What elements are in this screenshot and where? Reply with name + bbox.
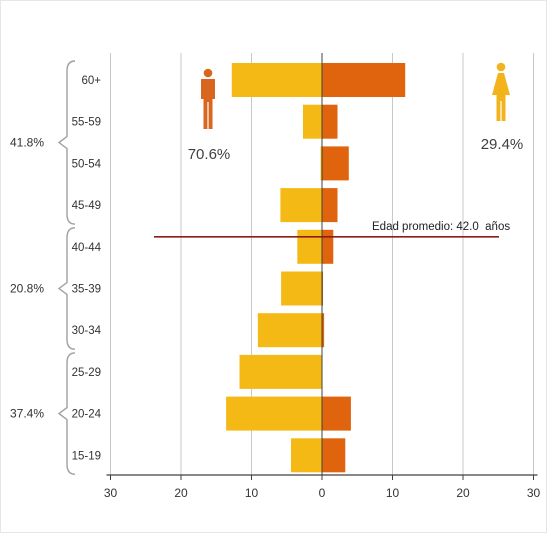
bar-right-50-54 [322,146,349,181]
group-label: 37.4% [10,407,44,421]
category-label: 50-54 [72,158,102,170]
bar-left-15-19 [290,438,322,473]
x-tick-label: 30 [104,486,118,500]
category-label: 25-29 [72,367,101,379]
bar-left-45-49 [280,188,322,223]
category-label: 45-49 [72,200,101,212]
bar-right-30-34 [322,313,325,348]
average-age-line-group: Edad promedio: 42.0 años [154,221,510,238]
category-label: 35-39 [72,284,101,296]
group-bracket [57,60,76,225]
bar-right-45-49 [322,188,338,223]
bar-right-55-59 [322,104,338,139]
bar-left-35-39 [281,271,322,306]
category-label: 40-44 [72,242,102,254]
male-percentage: 70.6% [188,146,231,163]
category-label: 20-24 [72,409,102,421]
x-tick-label: 30 [527,486,541,500]
bars [226,63,406,473]
x-tick-label: 0 [319,486,326,500]
female-icon [492,62,510,121]
legend: 70.6% 29.4% [188,62,524,163]
bar-right-15-19 [322,438,346,473]
bar-left-30-34 [257,313,322,348]
bar-left-55-59 [302,104,322,139]
x-tick-label: 20 [174,486,188,500]
bar-left-40-44 [297,229,322,264]
category-label: 30-34 [72,325,102,337]
category-label: 55-59 [72,117,101,129]
bar-right-20-24 [322,396,351,431]
bar-left-20-24 [226,396,322,431]
x-tick-label: 10 [245,486,259,500]
group-bracket [57,227,76,350]
grid-lines [110,53,534,475]
group-brackets: 41.8% 20.8% 37.4% [10,60,76,475]
bar-left-50-54 [320,146,322,181]
category-label: 15-19 [72,450,101,462]
bar-right-40-44 [322,229,334,264]
female-percentage: 29.4% [481,136,524,153]
group-bracket [57,352,76,475]
male-icon [201,68,215,129]
category-label: 60+ [81,75,101,87]
group-label: 41.8% [10,136,44,150]
group-label: 20.8% [10,282,44,296]
x-tick-label: 20 [456,486,470,500]
average-age-label: Edad promedio: 42.0 años [372,221,510,233]
bar-right-60+ [322,63,406,97]
bar-left-25-29 [239,354,322,389]
bar-left-60+ [231,63,322,97]
x-axis: 30 20 10 0 10 20 30 [104,53,541,500]
category-labels: 60+ 55-59 50-54 45-49 40-44 35-39 30-34 25-29 20… [72,75,102,462]
x-tick-label: 10 [386,486,400,500]
